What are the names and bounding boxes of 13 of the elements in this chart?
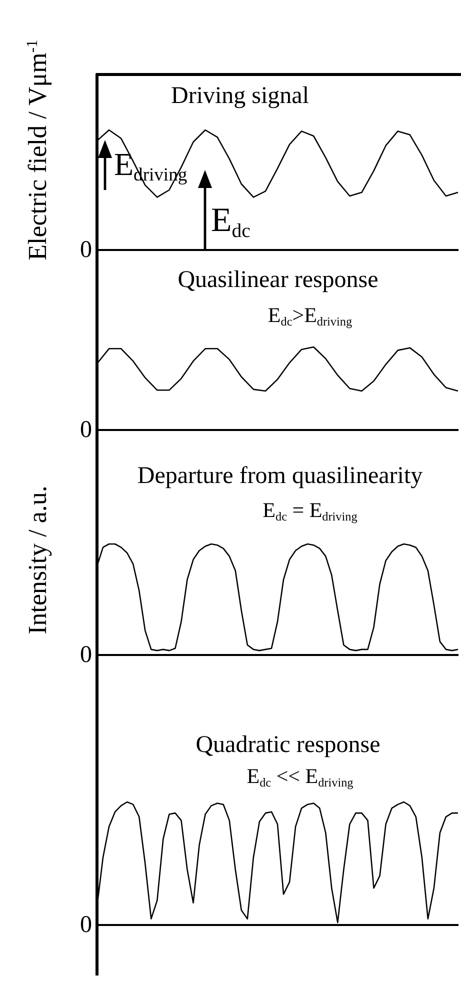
text: 0: [80, 237, 92, 263]
y-axis-title: Intensity / a.u.: [23, 486, 52, 634]
chart-title: Departure from quasilinearity: [137, 463, 423, 489]
text: E$_{dc}$ = E$_{driving}$: [262, 498, 358, 524]
text: E$_{dc}$ << E$_{driving}$: [246, 764, 354, 790]
chart-title: Quadratic response: [196, 732, 380, 758]
chart-title: Driving signal: [171, 83, 309, 109]
text: E$_{dc}$>E$_{driving}$: [268, 303, 352, 329]
annotation: E$_{dc}$: [211, 202, 250, 242]
chart-title: Quasilinear response: [178, 267, 378, 293]
text: 0: [80, 912, 92, 938]
text: 0: [80, 642, 92, 668]
text: 0: [80, 417, 92, 443]
